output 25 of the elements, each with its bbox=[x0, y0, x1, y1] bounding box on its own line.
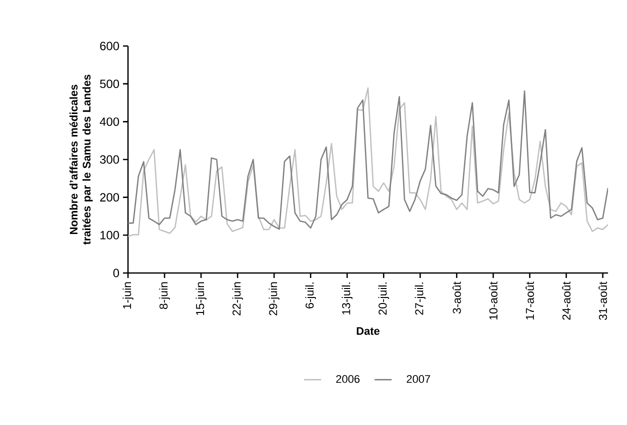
x-tick-label: 27-juil. bbox=[414, 282, 426, 315]
x-tick-label: 15-juin bbox=[196, 282, 206, 316]
x-axis-title: Date bbox=[356, 327, 380, 335]
y-tick-label: 600 bbox=[100, 42, 120, 50]
x-tick-label: 17-août bbox=[526, 282, 534, 320]
y-tick-label: 200 bbox=[100, 193, 120, 202]
x-tick-label: 24-août bbox=[562, 282, 570, 320]
x-tick-label: 29-juin bbox=[268, 282, 280, 316]
x-tick-label: 10-août bbox=[488, 282, 498, 320]
y-tick-label: 0 bbox=[113, 268, 120, 278]
y-tick-label: 100 bbox=[100, 230, 120, 240]
y-tick-label: 400 bbox=[100, 117, 120, 126]
x-tick-label: 22-juin bbox=[232, 282, 243, 316]
x-tick-label: 31-août bbox=[598, 282, 608, 320]
y-tick-label: 300 bbox=[100, 155, 120, 164]
legend-label: 2006 bbox=[336, 375, 360, 383]
y-axis-title: Nombre d’affaires médicales traitées par le Samu des Landes bbox=[69, 74, 93, 245]
x-tick-label: 6-juil. bbox=[305, 282, 316, 308]
x-tick-label: 20-juil. bbox=[378, 282, 389, 315]
y-tick-label: 500 bbox=[100, 80, 120, 88]
x-tick-label: 1-juin bbox=[122, 282, 134, 309]
x-tick-label: 3-août bbox=[452, 282, 461, 314]
legend-label: 2007 bbox=[406, 375, 430, 383]
x-tick-label: 13-juil. bbox=[342, 282, 352, 314]
x-tick-label: 8-juin bbox=[159, 282, 170, 310]
